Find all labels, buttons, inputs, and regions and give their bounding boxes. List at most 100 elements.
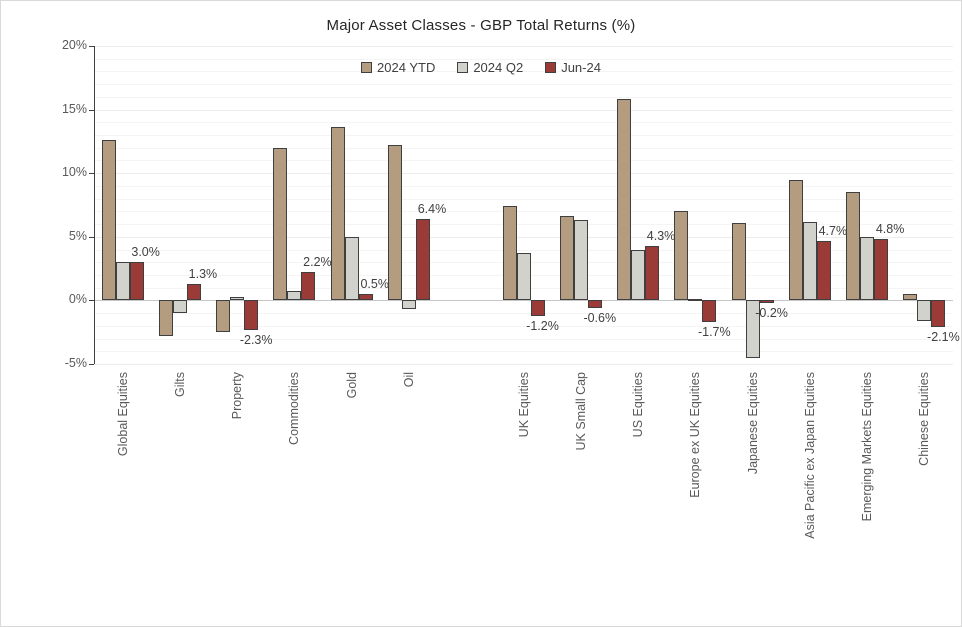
bar-2024-q2-gilts xyxy=(172,300,187,314)
bar-2024-ytd-oil xyxy=(387,145,402,301)
bar-jun-24-europe-ex-uk-equities xyxy=(702,300,717,322)
y-tick-label: 15% xyxy=(61,101,87,116)
data-label-oil: 6.4% xyxy=(417,201,447,216)
gridline xyxy=(94,249,953,251)
bar-2024-ytd-commodities xyxy=(273,147,288,301)
bar-2024-q2-gold xyxy=(344,236,359,301)
bar-2024-ytd-gilts xyxy=(158,300,173,336)
gridline xyxy=(94,364,953,365)
gridline xyxy=(94,46,953,47)
bar-jun-24-property xyxy=(244,300,259,330)
data-label-global-equities: 3.0% xyxy=(131,245,160,260)
bar-2024-q2-oil xyxy=(401,300,416,310)
y-tick-label: 0% xyxy=(68,292,87,307)
x-category-label-emerging-markets-equities: Emerging Markets Equities xyxy=(860,372,875,522)
gridline xyxy=(94,147,953,149)
gridline xyxy=(94,160,953,162)
bar-jun-24-us-equities xyxy=(645,245,660,301)
data-label-emerging-markets-equities: 4.8% xyxy=(875,222,905,237)
bar-2024-ytd-gold xyxy=(330,127,345,301)
data-label-europe-ex-uk-equities: -1.7% xyxy=(697,325,731,340)
data-label-uk-equities: -1.2% xyxy=(526,318,559,333)
bar-2024-q2-japanese-equities xyxy=(745,300,760,358)
bar-2024-ytd-chinese-equities xyxy=(903,294,918,301)
y-tick-label: 20% xyxy=(61,38,87,52)
data-label-commodities: 2.2% xyxy=(303,255,332,270)
x-category-label-chinese-equities: Chinese Equities xyxy=(917,372,932,466)
bar-jun-24-uk-equities xyxy=(530,300,545,316)
x-category-label-property: Property xyxy=(230,372,245,420)
bar-jun-24-asia-pacific-ex-japan-equities xyxy=(816,240,831,301)
bar-jun-24-global-equities xyxy=(129,262,144,301)
bar-2024-q2-chinese-equities xyxy=(917,300,932,321)
bar-jun-24-commodities xyxy=(301,272,316,301)
bar-jun-24-japanese-equities xyxy=(759,300,774,303)
bar-2024-q2-asia-pacific-ex-japan-equities xyxy=(802,221,817,301)
data-label-chinese-equities: -2.1% xyxy=(927,330,960,345)
gridline xyxy=(94,338,953,340)
y-axis-tick xyxy=(89,300,94,302)
data-label-uk-small-cap: -0.6% xyxy=(583,311,617,326)
plot-area: 3.0% 1.3% -2.3% 2.2% 0.5% 6.4% -1.2% -0.6% 4.3% -… xyxy=(89,46,960,365)
data-label-gilts: 1.3% xyxy=(188,266,218,281)
bar-2024-ytd-japanese-equities xyxy=(731,222,746,301)
bar-2024-ytd-global-equities xyxy=(101,140,116,301)
gridline xyxy=(94,96,953,98)
bar-jun-24-gilts xyxy=(186,283,201,301)
legend-label-2024-ytd: 2024 YTD xyxy=(377,60,436,75)
legend-item-jun-24: Jun-24 xyxy=(545,60,601,75)
bar-2024-q2-us-equities xyxy=(631,249,646,301)
legend-label-jun-24: Jun-24 xyxy=(561,60,601,75)
x-category-label-oil: Oil xyxy=(401,372,416,388)
legend-swatch-jun-24 xyxy=(545,62,557,73)
x-category-label-global-equities: Global Equities xyxy=(115,372,130,457)
legend-item-2024-ytd: 2024 YTD xyxy=(361,60,435,75)
data-label-asia-pacific-ex-japan-equities: 4.7% xyxy=(818,223,848,238)
y-tick-label: -5% xyxy=(64,356,87,370)
bar-2024-q2-property xyxy=(230,296,245,301)
data-label-gold: 0.5% xyxy=(360,277,389,292)
bar-2024-q2-uk-equities xyxy=(516,253,531,301)
data-label-property: -2.3% xyxy=(239,332,273,347)
bar-2024-q2-global-equities xyxy=(115,262,130,301)
gridline xyxy=(94,109,953,111)
gridline xyxy=(94,236,953,238)
x-category-label-gilts: Gilts xyxy=(172,372,187,397)
gridline xyxy=(94,300,953,302)
legend: 2024 YTD 2024 Q2 Jun-24 xyxy=(1,60,961,75)
y-axis-tick-labels: 20% 15% 10% 5% 0% -5% xyxy=(1,38,87,370)
gridline xyxy=(94,58,953,60)
gridline xyxy=(94,211,953,213)
bar-2024-q2-emerging-markets-equities xyxy=(860,236,875,301)
data-label-japanese-equities: -0.2% xyxy=(755,305,788,320)
x-category-label-europe-ex-uk-equities: Europe ex UK Equities xyxy=(688,372,703,498)
y-axis-tick xyxy=(89,109,94,111)
y-axis-tick xyxy=(89,236,94,238)
bar-jun-24-emerging-markets-equities xyxy=(874,239,889,301)
gridline xyxy=(94,173,953,175)
gridline xyxy=(94,185,953,187)
data-label-us-equities: 4.3% xyxy=(646,228,676,243)
chart-title: Major Asset Classes - GBP Total Returns … xyxy=(326,17,636,34)
gridline xyxy=(94,351,953,353)
x-category-label-uk-small-cap: UK Small Cap xyxy=(573,372,588,451)
bar-2024-ytd-uk-equities xyxy=(502,206,517,301)
bar-2024-ytd-us-equities xyxy=(617,99,632,301)
x-category-label-commodities: Commodities xyxy=(287,372,302,445)
x-category-label-japanese-equities: Japanese Equities xyxy=(745,372,760,475)
gridline xyxy=(94,135,953,137)
y-tick-label: 5% xyxy=(68,228,87,243)
gridline xyxy=(94,313,953,315)
bar-2024-ytd-uk-small-cap xyxy=(559,216,574,301)
y-axis-tick xyxy=(89,364,94,365)
x-category-label-us-equities: US Equities xyxy=(631,372,646,438)
x-category-label-gold: Gold xyxy=(344,372,359,399)
bar-jun-24-uk-small-cap xyxy=(587,300,602,309)
gridline xyxy=(94,325,953,327)
y-axis-tick xyxy=(89,46,94,47)
bar-2024-ytd-property xyxy=(216,300,231,333)
gridline xyxy=(94,71,953,73)
bar-2024-ytd-europe-ex-uk-equities xyxy=(674,211,689,301)
